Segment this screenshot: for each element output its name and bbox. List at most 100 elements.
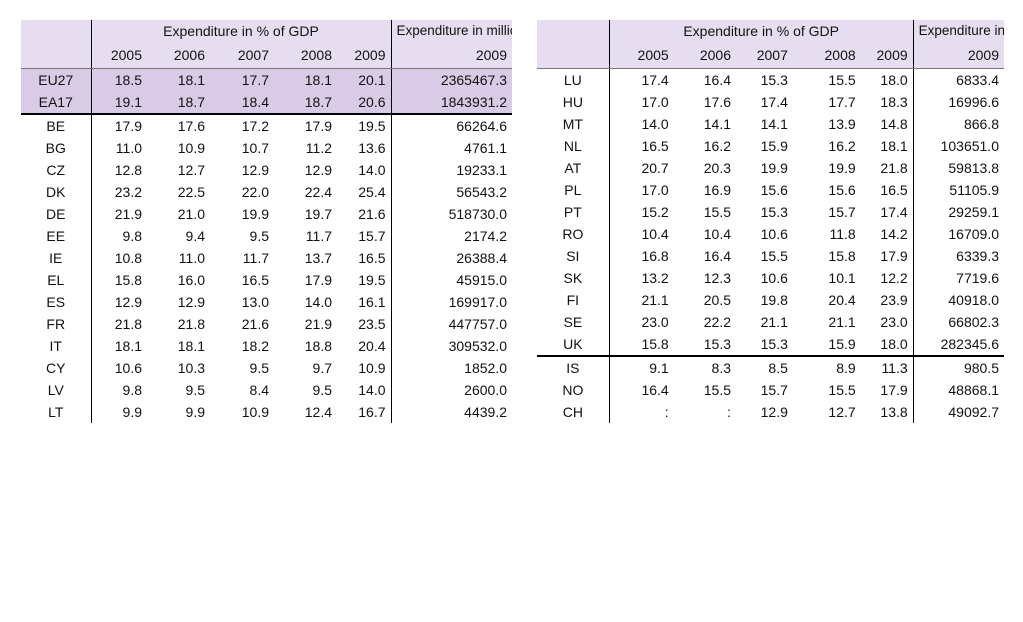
gdp-percent-cell: 21.8 — [880, 160, 908, 176]
gdp-percent-cell: 15.3 — [760, 336, 788, 352]
gdp-percent-cell: 18.2 — [241, 338, 269, 354]
millions-euro-cell: 518730.0 — [390, 203, 512, 225]
gdp-percent-cell: 21.9 — [90, 203, 147, 225]
gdp-percent-cell: 25.4 — [358, 184, 386, 200]
gdp-percent-cell: 8.3 — [673, 355, 737, 379]
country-code: LV — [47, 382, 64, 398]
gdp-percent-cell: 9.4 — [185, 228, 205, 244]
gdp-percent-cell: 21.8 — [177, 316, 205, 332]
gdp-percent-cell: 14.0 — [608, 113, 674, 135]
country-code: EA17 — [21, 91, 91, 115]
country-code: CY — [46, 360, 66, 376]
gdp-percent-cell: 16.4 — [608, 379, 674, 401]
table-row: IS 9.1 8.3 8.5 8.9 11.3 980.5 — [537, 355, 1004, 379]
country-code: HU — [562, 94, 583, 110]
gdp-percent-cell: 8.5 — [736, 355, 793, 379]
millions-euro-cell: 1852.0 — [390, 357, 512, 379]
table-row: SK 13.2 12.3 10.6 10.1 12.2 7719.6 — [537, 267, 1004, 289]
gdp-percent-cell: 23.0 — [608, 311, 674, 333]
gdp-percent-cell: 12.9 — [304, 162, 332, 178]
gdp-percent-cell: 18.3 — [880, 94, 908, 110]
table-row: EA17 19.1 18.7 18.4 18.7 20.6 1843931.2 — [21, 91, 512, 115]
gdp-percent-cell: 18.1 — [880, 138, 908, 154]
millions-euro-cell: 2174.2 — [390, 225, 512, 247]
millions-euro-cell: 309532.0 — [390, 335, 512, 357]
gdp-percent-cell: 15.5 — [703, 204, 732, 220]
year-header: 2006 — [673, 42, 737, 69]
year-header: 2009 — [337, 42, 391, 69]
table-row: SE 23.0 22.2 21.1 21.1 23.0 66802.3 — [537, 311, 1004, 333]
gdp-percent-cell: 16.7 — [358, 404, 386, 420]
millions-euro-cell: 19233.1 — [390, 159, 512, 181]
gdp-percent-cell: 12.9 — [760, 404, 788, 420]
gdp-percent-cell: 19.9 — [760, 160, 788, 176]
country-code: NO — [562, 382, 584, 398]
gdp-percent-cell: 18.1 — [177, 338, 205, 354]
header-row: Expenditure in % of GDP Expenditure in m… — [537, 20, 1004, 42]
country-code: LU — [563, 72, 582, 88]
table-row: EU27 18.5 18.1 17.7 18.1 20.1 2365467.3 — [21, 68, 512, 91]
country-code: LT — [48, 404, 64, 420]
gdp-percent-cell: 9.1 — [608, 355, 674, 379]
country-code: BE — [46, 118, 66, 134]
gdp-percent-cell: 16.9 — [703, 182, 732, 198]
gdp-percent-cell: : — [727, 404, 732, 420]
gdp-percent-cell: 21.1 — [828, 314, 856, 330]
gdp-percent-cell: 15.6 — [760, 182, 788, 198]
gdp-percent-cell: 23.2 — [90, 181, 147, 203]
gdp-percent-cell: 18.5 — [90, 68, 147, 91]
year-header: 2009 — [390, 42, 512, 69]
country-code: RO — [562, 226, 584, 242]
country-code: MT — [562, 116, 583, 132]
gdp-percent-cell: 17.9 — [90, 114, 147, 137]
gdp-percent-cell: 21.1 — [608, 289, 674, 311]
country-code: SK — [563, 270, 583, 286]
gdp-percent-cell: 20.5 — [703, 292, 732, 308]
year-header: 2007 — [210, 42, 274, 69]
gdp-percent-cell: 17.9 — [304, 118, 332, 134]
gdp-percent-cell: 18.0 — [880, 72, 908, 88]
gdp-percent-cell: 15.2 — [608, 201, 674, 223]
header-gdp-percent: Expenditure in % of GDP — [608, 20, 914, 42]
gdp-percent-cell: 19.9 — [828, 160, 856, 176]
gdp-percent-cell: 10.8 — [90, 247, 147, 269]
country-code: CZ — [46, 162, 66, 178]
gdp-percent-cell: 19.5 — [358, 118, 386, 134]
millions-euro-cell: 2365467.3 — [390, 68, 512, 91]
gdp-percent-cell: 9.8 — [90, 225, 147, 247]
gdp-percent-cell: 15.8 — [608, 333, 674, 356]
table-row: BE 17.9 17.6 17.2 17.9 19.5 66264.6 — [21, 114, 512, 137]
country-code: DE — [46, 206, 66, 222]
gdp-percent-cell: 12.8 — [90, 159, 147, 181]
gdp-percent-cell: 16.4 — [703, 248, 732, 264]
millions-euro-cell: 59813.8 — [912, 157, 1004, 179]
gdp-percent-cell: 11.7 — [242, 250, 269, 266]
gdp-percent-cell: 13.8 — [880, 404, 908, 420]
millions-euro-cell: 6339.3 — [912, 245, 1004, 267]
millions-euro-cell: 2600.0 — [390, 379, 512, 401]
year-header: 2005 — [90, 42, 147, 69]
gdp-percent-cell: 14.1 — [703, 116, 732, 132]
year-corner — [21, 42, 91, 69]
gdp-percent-cell: 21.6 — [241, 316, 269, 332]
gdp-percent-cell: 15.3 — [760, 72, 788, 88]
gdp-percent-cell: 16.5 — [880, 182, 908, 198]
country-code: FR — [46, 316, 66, 332]
gdp-percent-cell: 15.6 — [828, 182, 856, 198]
millions-euro-cell: 282345.6 — [912, 333, 1004, 356]
gdp-percent-cell: : — [608, 401, 674, 423]
millions-euro-cell: 16996.6 — [912, 91, 1004, 113]
millions-euro-cell: 866.8 — [912, 113, 1004, 135]
gdp-percent-cell: 12.2 — [880, 270, 908, 286]
gdp-percent-cell: 19.5 — [358, 272, 386, 288]
gdp-percent-cell: 16.5 — [608, 135, 674, 157]
gdp-percent-cell: 15.7 — [358, 228, 386, 244]
gdp-percent-cell: 17.7 — [828, 94, 856, 110]
gdp-percent-cell: 15.5 — [760, 248, 788, 264]
gdp-percent-cell: 10.7 — [241, 140, 269, 156]
gdp-percent-cell: 11.2 — [305, 140, 332, 156]
gdp-percent-cell: 11.7 — [305, 228, 332, 244]
gdp-percent-cell: 14.1 — [760, 116, 788, 132]
gdp-percent-cell: 10.9 — [177, 140, 205, 156]
header-gdp-percent: Expenditure in % of GDP — [90, 20, 391, 42]
